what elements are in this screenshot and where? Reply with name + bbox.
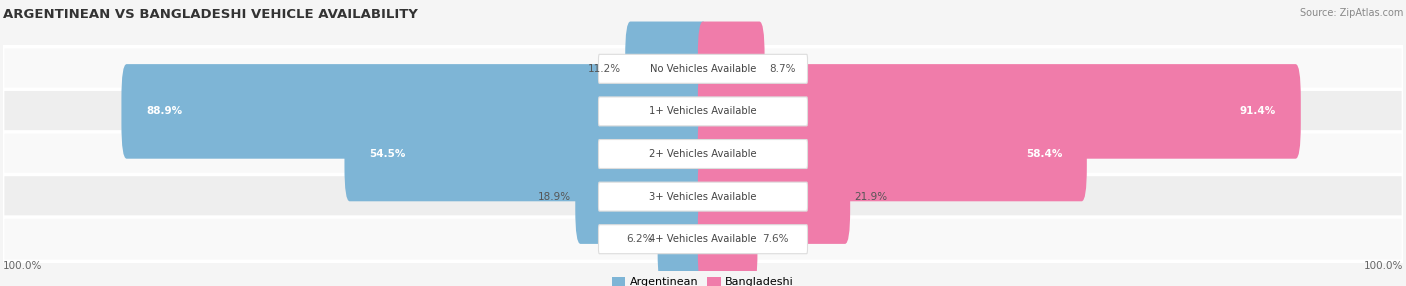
FancyBboxPatch shape [3, 47, 1403, 91]
FancyBboxPatch shape [3, 132, 1403, 176]
FancyBboxPatch shape [344, 107, 709, 201]
FancyBboxPatch shape [599, 225, 807, 254]
Text: 8.7%: 8.7% [769, 64, 796, 74]
FancyBboxPatch shape [697, 192, 758, 286]
Text: 3+ Vehicles Available: 3+ Vehicles Available [650, 192, 756, 202]
Text: 21.9%: 21.9% [855, 192, 887, 202]
Text: 100.0%: 100.0% [3, 261, 42, 271]
Text: No Vehicles Available: No Vehicles Available [650, 64, 756, 74]
Text: 7.6%: 7.6% [762, 234, 789, 244]
Text: 100.0%: 100.0% [1364, 261, 1403, 271]
Text: ARGENTINEAN VS BANGLADESHI VEHICLE AVAILABILITY: ARGENTINEAN VS BANGLADESHI VEHICLE AVAIL… [3, 8, 418, 21]
Text: 88.9%: 88.9% [146, 106, 183, 116]
FancyBboxPatch shape [697, 21, 765, 116]
FancyBboxPatch shape [3, 217, 1403, 261]
Text: 18.9%: 18.9% [537, 192, 571, 202]
Text: 58.4%: 58.4% [1026, 149, 1062, 159]
FancyBboxPatch shape [658, 192, 709, 286]
Text: 11.2%: 11.2% [588, 64, 620, 74]
FancyBboxPatch shape [626, 21, 709, 116]
Text: 54.5%: 54.5% [370, 149, 405, 159]
Text: 4+ Vehicles Available: 4+ Vehicles Available [650, 234, 756, 244]
FancyBboxPatch shape [697, 107, 1087, 201]
Text: 91.4%: 91.4% [1240, 106, 1277, 116]
Text: 1+ Vehicles Available: 1+ Vehicles Available [650, 106, 756, 116]
Text: 6.2%: 6.2% [627, 234, 652, 244]
Legend: Argentinean, Bangladeshi: Argentinean, Bangladeshi [612, 277, 794, 286]
FancyBboxPatch shape [575, 149, 709, 244]
FancyBboxPatch shape [697, 64, 1301, 159]
FancyBboxPatch shape [599, 182, 807, 211]
Text: Source: ZipAtlas.com: Source: ZipAtlas.com [1301, 8, 1403, 18]
FancyBboxPatch shape [599, 140, 807, 168]
FancyBboxPatch shape [3, 174, 1403, 219]
FancyBboxPatch shape [599, 97, 807, 126]
Text: 2+ Vehicles Available: 2+ Vehicles Available [650, 149, 756, 159]
FancyBboxPatch shape [121, 64, 709, 159]
FancyBboxPatch shape [599, 54, 807, 83]
FancyBboxPatch shape [3, 89, 1403, 134]
FancyBboxPatch shape [697, 149, 851, 244]
